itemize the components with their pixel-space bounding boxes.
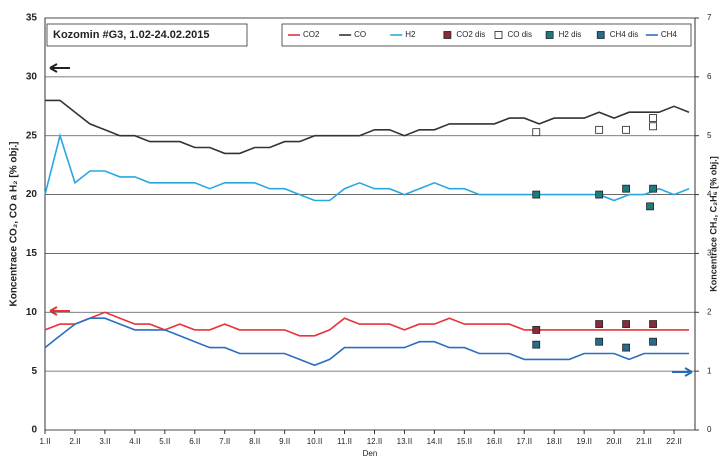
y2-axis-label: Koncentrace CH₄, C₂H₆ [% obj.] xyxy=(708,156,718,291)
title-box xyxy=(46,23,248,47)
legend-swatch xyxy=(443,31,452,39)
series-marker xyxy=(649,184,657,193)
y2-tick-label: 2 xyxy=(707,307,712,316)
chart-title: Kozomin #G3, 1.02-24.02.2015 xyxy=(53,29,210,41)
y2-tick-label: 1 xyxy=(707,366,712,375)
series-marker xyxy=(622,343,631,352)
x-tick-label: 7.II xyxy=(219,437,230,446)
x-tick-label: 17.II xyxy=(516,437,532,446)
y-tick-label: 35 xyxy=(26,13,38,24)
y2-tick-label: 6 xyxy=(707,72,712,81)
y2-tick-label: 4 xyxy=(707,190,712,199)
legend-label: CO2 xyxy=(303,30,320,39)
series-marker xyxy=(532,326,541,334)
x-tick-label: 13.II xyxy=(397,437,413,446)
legend-label: CO dis xyxy=(508,30,532,39)
series-marker xyxy=(649,337,657,346)
y-tick-label: 30 xyxy=(26,71,38,82)
y-tick-label: 5 xyxy=(31,366,37,377)
series-line xyxy=(45,99,690,155)
legend-label: CH4 dis xyxy=(610,30,638,39)
x-axis-label: Den xyxy=(363,449,378,458)
y-tick-label: 15 xyxy=(26,248,38,259)
x-tick-label: 16.II xyxy=(487,437,503,446)
series-marker xyxy=(622,320,631,328)
legend-label: CO xyxy=(354,30,366,39)
x-tick-label: 14.II xyxy=(427,437,443,446)
y2-tick-label: 3 xyxy=(707,249,712,258)
series-marker xyxy=(532,340,541,349)
x-tick-label: 19.II xyxy=(576,437,592,446)
x-tick-label: 1.II xyxy=(39,437,50,446)
x-tick-label: 10.II xyxy=(307,437,323,446)
legend-label: CH4 xyxy=(661,30,678,39)
y2-tick-label: 5 xyxy=(707,131,712,140)
x-tick-label: 8.II xyxy=(249,437,260,446)
legend-label: H2 xyxy=(405,30,416,39)
x-tick-label: 18.II xyxy=(546,437,562,446)
series-marker xyxy=(646,202,654,211)
series-marker xyxy=(595,125,604,134)
series-marker xyxy=(649,122,657,131)
series-marker xyxy=(622,125,631,134)
series-marker xyxy=(595,320,604,328)
series-marker xyxy=(622,184,631,193)
series-marker xyxy=(595,337,604,346)
x-tick-label: 11.II xyxy=(337,437,352,446)
legend-swatch xyxy=(596,31,605,39)
y2-tick-label: 7 xyxy=(707,13,712,22)
y-tick-label: 25 xyxy=(26,130,38,141)
series-marker xyxy=(532,128,541,137)
y-tick-label: 20 xyxy=(26,189,38,200)
x-tick-label: 6.II xyxy=(189,437,200,446)
series-line xyxy=(44,132,690,202)
legend-box xyxy=(281,23,692,47)
series-line xyxy=(44,317,689,367)
x-tick-label: 2.II xyxy=(69,437,80,446)
arrow-left-co2 xyxy=(49,306,70,316)
series-marker xyxy=(532,190,541,199)
x-tick-label: 12.II xyxy=(367,437,383,446)
y-tick-label: 0 xyxy=(31,425,37,436)
legend-swatch xyxy=(494,31,503,39)
series-line xyxy=(44,311,689,337)
y-tick-label: 10 xyxy=(26,307,38,318)
x-tick-label: 15.II xyxy=(457,437,473,446)
x-tick-label: 22.II xyxy=(666,437,682,446)
legend-label: CO2 dis xyxy=(456,30,485,39)
x-tick-label: 5.II xyxy=(159,437,170,446)
series-marker xyxy=(649,114,657,122)
legend-label: H2 dis xyxy=(559,30,582,39)
series-marker xyxy=(649,320,657,328)
legend-swatch xyxy=(545,31,554,39)
x-tick-label: 20.II xyxy=(606,437,622,446)
arrow-left-co xyxy=(49,63,70,73)
x-tick-label: 21.II xyxy=(636,437,652,446)
x-tick-label: 3.II xyxy=(99,437,110,446)
x-tick-label: 4.II xyxy=(129,437,140,446)
y2-tick-label: 0 xyxy=(707,425,712,434)
series-marker xyxy=(595,190,604,199)
y-axis-label: Koncentrace CO₂, CO a H₂ [% obj.] xyxy=(9,141,20,306)
x-tick-label: 9.II xyxy=(279,437,290,446)
